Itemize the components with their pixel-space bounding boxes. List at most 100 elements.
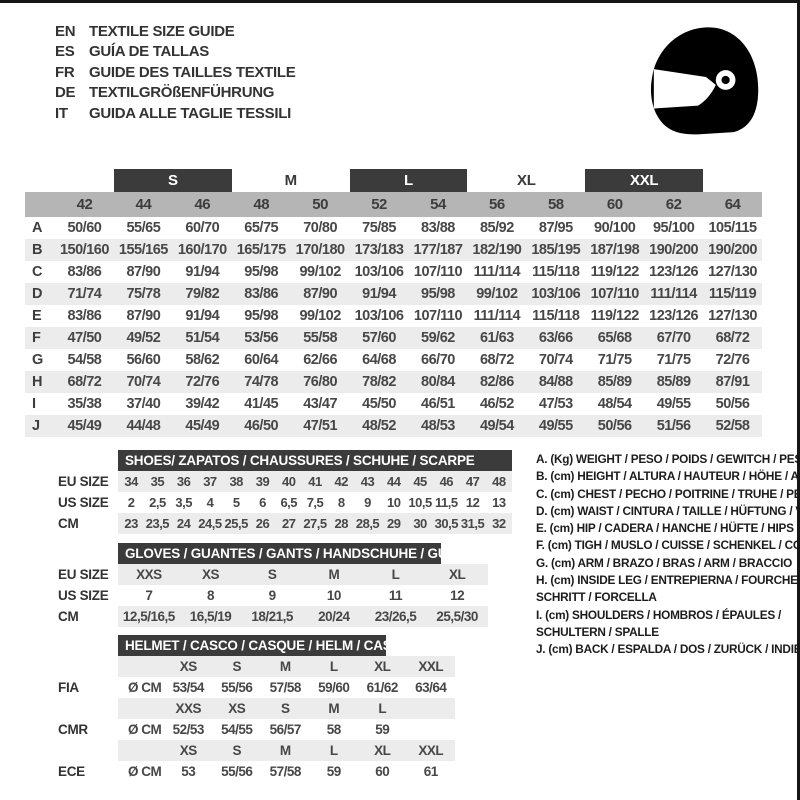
measure-value: 71/75 (656, 352, 691, 368)
shoes-value: 24,5 (198, 516, 222, 531)
shoes-value: 7,5 (306, 495, 324, 510)
measure-value: 95/98 (421, 286, 455, 302)
gloves-value: 12 (450, 588, 465, 603)
measure-value: 127/130 (708, 264, 757, 280)
shoes-value: 42 (334, 474, 349, 489)
measure-value: 103/106 (354, 308, 404, 324)
shoes-value: 45 (413, 474, 427, 489)
helmet-value: 58 (326, 722, 342, 737)
helmet-value: 52/53 (172, 722, 205, 737)
helmet-value-row: Ø CM 53 55/56 57/58 59 60 61 (118, 761, 455, 782)
measure-value: 71/74 (67, 286, 102, 302)
measure-value: 52/58 (715, 418, 750, 434)
helmet-value: 60 (375, 764, 390, 779)
helmet-ece-label: ECE (58, 764, 85, 779)
size-column-header: 62 (665, 196, 682, 213)
legend-item: E. (cm) HIP / CADERA / HANCHE / HÜFTE / … (536, 520, 800, 537)
shoes-us-size-label: US SIZE (58, 495, 109, 510)
gloves-value: XS (201, 567, 220, 582)
helmet-diameter-label: Ø CM (128, 722, 162, 737)
size-group-l: L (349, 169, 468, 192)
measure-value: 49/54 (479, 418, 514, 434)
measure-value: 107/110 (413, 308, 463, 324)
legend-item: D. (cm) WAIST / CINTURA / TAILLE / HÜFTU… (536, 503, 800, 520)
helmet-section-header: HELMET / CASCO / CASQUE / HELM / CASCO (118, 635, 412, 656)
gloves-cm-label: CM (58, 609, 79, 624)
shoes-value: 13 (492, 495, 506, 510)
legend-item: G. (cm) ARM / BRAZO / BRAS / ARM / BRACC… (536, 555, 797, 572)
helmet-value: 61/62 (366, 680, 399, 695)
legend-line: D. (cm) WAIST / CINTURA / TAILLE / HÜFTU… (536, 503, 800, 518)
measure-value: 70/74 (538, 352, 573, 368)
gloves-value: 23/26,5 (374, 609, 417, 624)
size-column-header: 50 (312, 196, 328, 213)
shoes-value: 10,5 (408, 495, 432, 510)
measure-value: 71/75 (597, 352, 632, 368)
shoes-value: 25,5 (224, 516, 249, 531)
gloves-value: S (267, 567, 277, 582)
measure-value: 170/180 (295, 242, 345, 258)
gloves-value: 8 (206, 588, 215, 603)
measure-value: 127/130 (708, 308, 757, 324)
measure-value: 43/47 (303, 396, 338, 412)
measure-value: 78/82 (362, 374, 396, 390)
measure-value: 91/94 (185, 264, 220, 280)
measure-value: 49/52 (126, 330, 161, 346)
measure-value: 190/200 (649, 242, 699, 258)
shoes-value: 31,5 (460, 516, 485, 531)
textile-measure-row: I 35/38 37/40 39/42 41/45 43/47 45/50 46/51 46/5… (25, 393, 762, 415)
measure-value: 85/89 (656, 374, 691, 390)
measure-value: 111/114 (650, 286, 697, 302)
helmet-size-label: S (280, 701, 290, 716)
measure-value: 66/70 (421, 352, 455, 368)
measure-value: 56/60 (126, 352, 161, 368)
language-title: GUÍA DE TALLAS (89, 43, 209, 61)
measure-row-label: C (32, 264, 42, 280)
helmet-size-row: XXS XS S M L (118, 698, 455, 719)
shoes-value: 35 (150, 474, 165, 489)
shoes-value: 39 (255, 474, 270, 489)
legend-item: H. (cm) INSIDE LEG / ENTREPIERNA / FOURC… (536, 572, 800, 607)
measure-value: 187/198 (590, 242, 640, 258)
measure-value: 85/89 (597, 374, 632, 390)
gloves-us-size-label: US SIZE (58, 588, 109, 603)
measure-value: 64/68 (362, 352, 396, 368)
measure-row-label: J (32, 418, 40, 434)
shoes-value: 30 (413, 516, 427, 531)
measure-value: 165/175 (236, 242, 286, 258)
size-column-header: 58 (547, 196, 564, 213)
shoes-value: 26 (255, 516, 270, 531)
legend-item: J. (cm) BACK / ESPALDA / DOS / ZURÜCK / … (536, 641, 797, 658)
legend-line: F. (cm) TIGH / MUSLO / CUISSE / SCHENKEL… (536, 538, 800, 553)
measure-value: 185/195 (531, 242, 581, 258)
legend-line: H. (cm) INSIDE LEG / ENTREPIERNA / FOURC… (536, 573, 800, 588)
shoes-value: 10 (387, 495, 401, 510)
shoes-value: 43 (360, 474, 375, 489)
measure-value: 65/75 (244, 220, 279, 236)
measure-value: 111/114 (473, 264, 521, 280)
measure-value: 41/45 (244, 396, 279, 412)
legend-line: G. (cm) ARM / BRAZO / BRAS / ARM / BRACC… (536, 555, 793, 570)
gloves-value: XL (449, 567, 466, 582)
measure-value: 72/76 (185, 374, 220, 390)
measure-value: 83/86 (67, 308, 102, 324)
measure-value: 63/66 (538, 330, 573, 346)
language-row: FR GUIDE DES TAILLES TEXTILE (55, 62, 296, 83)
size-column-header: 52 (371, 196, 387, 213)
textile-size-number-row: 42 44 46 48 50 52 54 56 58 60 62 64 (25, 192, 762, 217)
measure-value: 68/72 (67, 374, 102, 390)
measure-value: 115/118 (532, 264, 580, 280)
helmet-value: 53/54 (172, 680, 205, 695)
shoes-value: 47 (465, 474, 480, 489)
measure-value: 119/122 (590, 308, 640, 324)
shoes-value: 41 (308, 474, 322, 489)
textile-measure-row: C 83/86 87/90 91/94 95/98 99/102 103/106 107/11… (25, 261, 762, 283)
language-row: ES GUÍA DE TALLAS (55, 42, 295, 63)
helmet-value: 55/56 (221, 764, 253, 779)
legend-line: E. (cm) HIP / CADERA / HANCHE / HÜFTE / … (536, 521, 800, 536)
shoes-value: 6,5 (280, 495, 298, 510)
gloves-table-rows: XXS XS S M L XL 7 8 9 10 11 12 12,5/16,5 16,5/19 18/21… (118, 564, 488, 627)
helmet-value: 57/58 (269, 764, 302, 779)
measure-value: 47/53 (538, 396, 573, 412)
shoes-row: 34 35 36 37 38 39 40 41 42 43 44 45 46 47 48 (118, 471, 512, 492)
